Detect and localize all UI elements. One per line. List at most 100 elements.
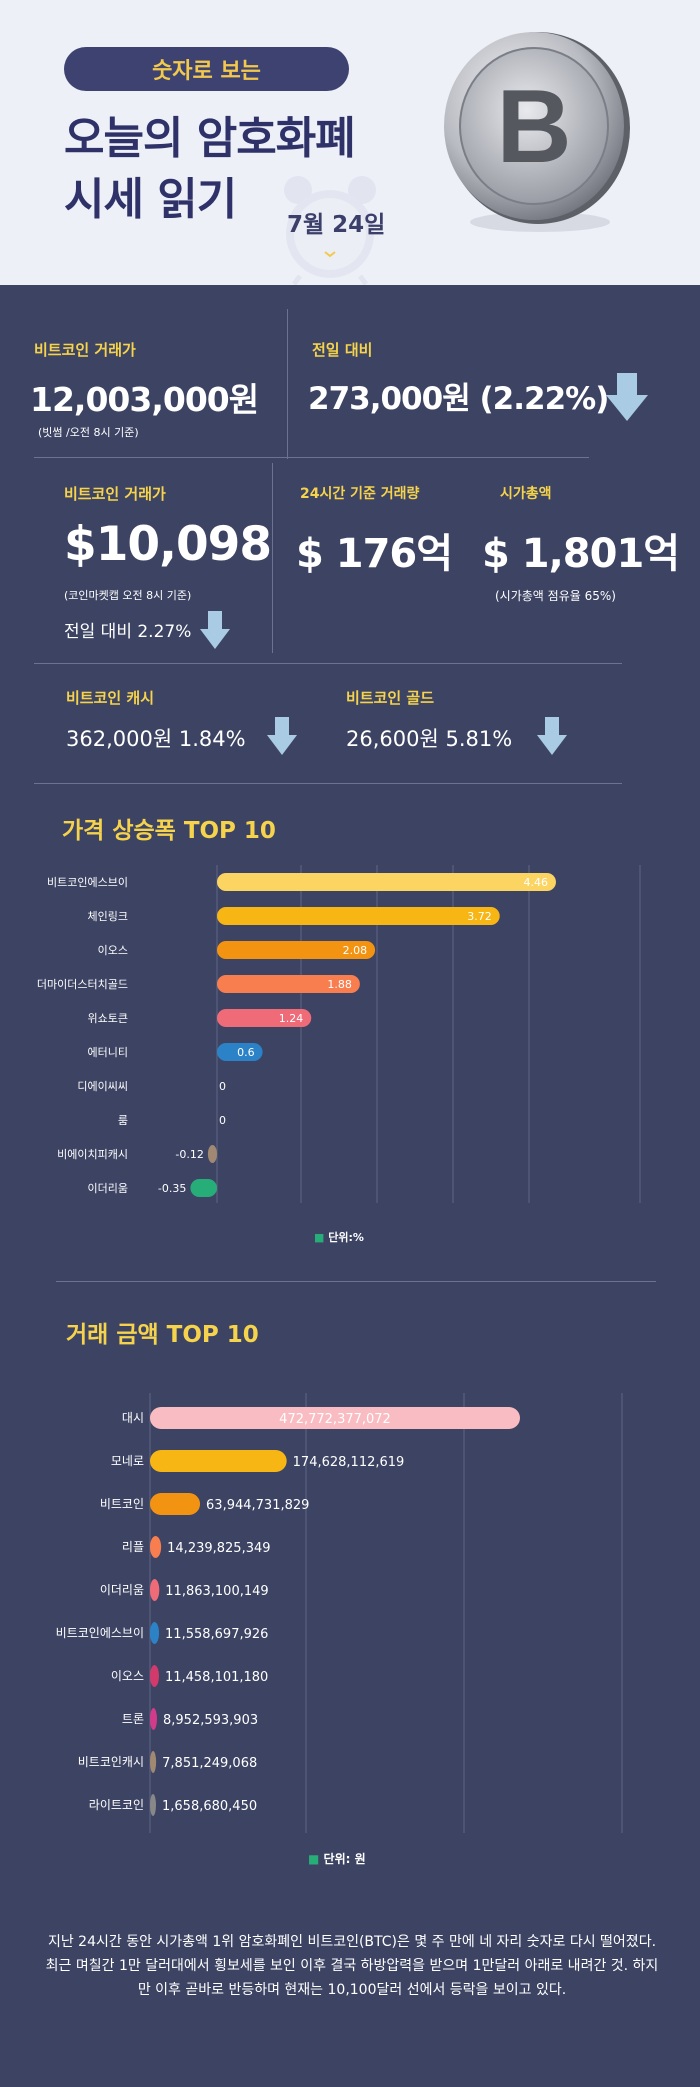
category-label: 더마이더스터치골드 [37,978,128,991]
volume-label: 24시간 기준 거래량 [300,486,420,502]
value-label: 1.24 [279,1012,304,1025]
bar [150,1579,160,1601]
market-cap-label: 시가총액 [500,486,552,502]
alarm-clock-icon [284,176,376,285]
category-label: 이더리움 [100,1583,144,1597]
category-label: 체인링크 [88,910,128,923]
bar [150,1493,201,1515]
value-label: 0 [219,1080,226,1093]
category-label: 비트코인에스브이 [47,876,128,889]
bar [217,1009,312,1027]
value-label: 11,558,697,926 [165,1627,268,1642]
category-label: 트론 [122,1712,144,1726]
value-label: 14,239,825,349 [167,1541,270,1556]
value-label: -0.35 [158,1182,186,1195]
value-label: 4.46 [523,876,548,889]
trade-volume-chart: 대시 472,772,377,072 모네로 174,628,112,619 비트코인 6… [56,1393,623,1833]
value-label: 0 [219,1114,226,1127]
page-title-line1: 오늘의 암호화폐 [64,113,356,164]
bar [150,1665,159,1687]
value-label: 3.72 [467,910,492,923]
value-label: 1,658,680,450 [162,1799,257,1814]
bar [217,975,360,993]
category-label: 에터니티 [88,1046,128,1059]
chart2-title: 거래 금액 TOP 10 [66,1322,259,1348]
bar [190,1179,217,1197]
krw-change-label: 전일 대비 [312,341,373,359]
main-panel: 비트코인 거래가 12,003,000원 (빗썸 /오전 8시 기준) 전일 대… [0,285,700,2087]
bar [150,1708,158,1730]
btg-value: 26,600원 5.81% [346,727,513,751]
page-title-line2: 시세 읽기 [64,174,237,225]
divider-vertical-1 [287,309,288,459]
chart1-unit: ■ 단위:% [314,1231,364,1244]
value-label: 63,944,731,829 [206,1498,309,1513]
bar [150,1794,156,1816]
down-arrow-icon [200,611,230,649]
bar [150,1407,520,1429]
divider-horizontal-4 [56,1281,656,1282]
krw-price-note: (빗썸 /오전 8시 기준) [38,426,139,439]
bar [150,1622,160,1644]
down-arrow-icon [537,717,567,755]
usd-change-text: 전일 대비 2.27% [64,622,192,642]
category-label: 비트코인 [100,1497,144,1511]
value-label: 8,952,593,903 [163,1713,258,1728]
btg-label: 비트코인 골드 [346,689,435,707]
bitcoin-coin-icon: B [444,32,630,232]
description-text: 지난 24시간 동안 시가총액 1위 암호화폐인 비트코인(BTC)은 몇 주 … [45,1934,659,1998]
divider-vertical-2 [272,463,273,653]
volume-value: $ 176억 [296,531,453,577]
category-label: 비트코인에스브이 [56,1626,144,1640]
value-label: 7,851,249,068 [162,1756,257,1771]
bar [217,873,556,891]
divider-horizontal-2 [34,663,622,664]
date-label: 7월 24일 [287,212,386,238]
bch-value: 362,000원 1.84% [66,727,246,751]
value-label: 2.08 [343,944,368,957]
category-label: 모네로 [111,1454,144,1468]
market-cap-value: $ 1,801억 [482,531,680,577]
category-label: 대시 [122,1411,144,1425]
price-change-chart: 비트코인에스브이 4.46 체인링크 3.72 이오스 2.08 더마이더스터치골드 1.88… [37,865,641,1203]
category-label: 이오스 [98,944,128,957]
value-label: 472,772,377,072 [279,1412,391,1427]
chart2-unit: ■ 단위: 원 [308,1852,366,1866]
usd-price-label: 비트코인 거래가 [64,485,166,503]
category-label: 리플 [122,1540,144,1554]
krw-price-label: 비트코인 거래가 [34,341,136,359]
bar [207,1145,217,1163]
bar [217,941,376,959]
divider-horizontal-3 [34,783,622,784]
header-banner: 숫자로 보는 오늘의 암호화폐 시세 읽기 7월 24일 B [0,0,700,285]
value-label: 0.6 [237,1046,255,1059]
category-label: 라이트코인 [89,1798,144,1812]
category-label: 룸 [118,1114,128,1127]
krw-change-value: 273,000원 (2.22%) [308,381,609,417]
market-cap-note: (시가총액 점유율 65%) [495,589,616,603]
value-label: 174,628,112,619 [293,1455,405,1470]
category-label: 비에이치피캐시 [57,1148,128,1161]
category-label: 디에이씨씨 [77,1080,128,1093]
krw-price-value: 12,003,000원 [30,380,259,419]
coin-letter: B [496,69,571,185]
usd-price-value: $10,098 [64,517,272,572]
value-label: -0.12 [175,1148,203,1161]
bar [217,1043,263,1061]
bar [150,1536,162,1558]
category-label: 위쇼토큰 [88,1012,128,1025]
usd-price-note: (코인마켓캡 오전 8시 기준) [64,589,192,602]
down-arrow-icon [267,717,297,755]
value-label: 1.88 [327,978,352,991]
down-arrow-icon [606,373,648,421]
divider-horizontal-1 [34,457,589,458]
bar [217,907,500,925]
bar [150,1751,157,1773]
category-label: 비트코인캐시 [78,1755,144,1769]
category-label: 이오스 [111,1669,144,1683]
chart1-title: 가격 상승폭 TOP 10 [62,818,276,844]
value-label: 11,863,100,149 [165,1584,268,1599]
bch-label: 비트코인 캐시 [66,689,155,707]
value-label: 11,458,101,180 [165,1670,268,1685]
bar [150,1450,287,1472]
